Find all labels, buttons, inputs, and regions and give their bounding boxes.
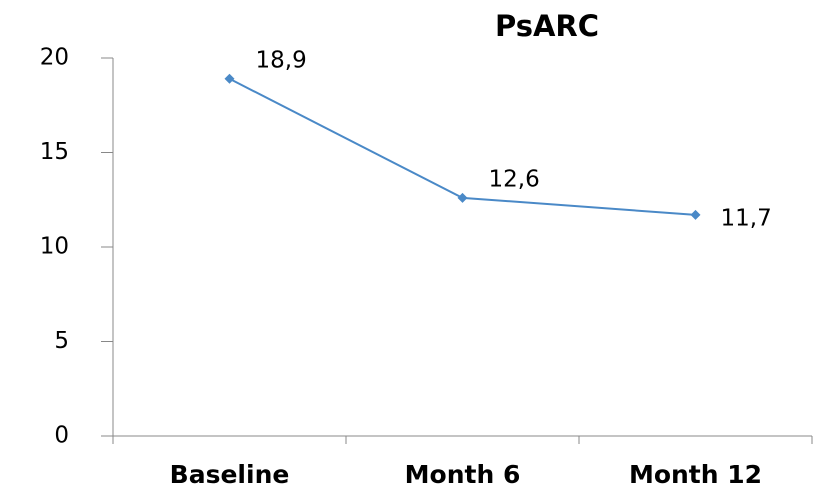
y-tick-label: 15 <box>40 139 69 165</box>
x-tick-label: Month 12 <box>629 460 762 489</box>
y-tick-label: 20 <box>40 45 69 71</box>
point-marker <box>224 73 235 84</box>
x-tick-label: Month 6 <box>405 460 521 489</box>
data-label: 12,6 <box>489 166 540 192</box>
point-marker <box>457 192 468 203</box>
y-tick-label: 0 <box>54 423 69 449</box>
y-tick-label: 10 <box>40 234 69 260</box>
x-tick-label: Baseline <box>170 460 290 489</box>
y-tick-label: 5 <box>54 328 69 354</box>
point-marker <box>690 209 701 220</box>
chart-title: PsARC <box>495 9 599 43</box>
data-label: 11,7 <box>721 205 772 231</box>
data-label: 18,9 <box>256 47 307 73</box>
